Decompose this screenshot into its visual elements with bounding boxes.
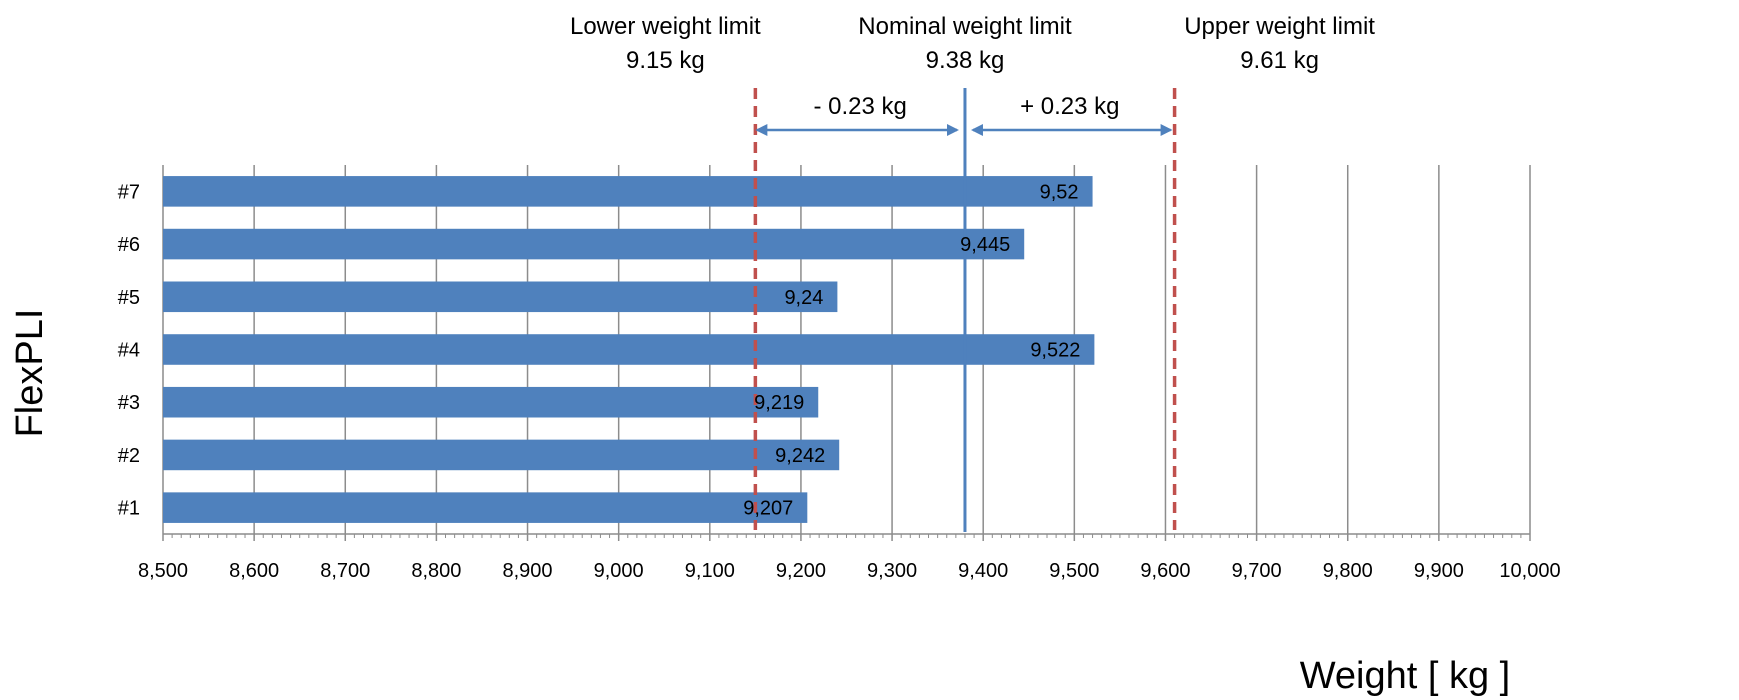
y-category-label: #6: [118, 234, 140, 256]
bar-value-label: 9,445: [960, 234, 1010, 256]
y-category-label: #7: [118, 181, 140, 203]
tolerance-label: - 0.23 kg: [813, 93, 906, 120]
labels: #1 9,207 #2 9,242 #3 9,219 #4 9,522 #5 9,24 #6 9,44…: [118, 13, 1376, 520]
x-tick-label: 9,200: [776, 560, 826, 582]
x-tick-label: 9,700: [1232, 560, 1282, 582]
x-tick-label: 9,400: [958, 560, 1008, 582]
bar: [163, 386, 819, 418]
x-tick-label: 9,000: [594, 560, 644, 582]
x-tick-label: 9,600: [1140, 560, 1190, 582]
bar: [163, 492, 808, 523]
bar-value-label: 9,207: [743, 498, 793, 520]
x-tick-label: 9,500: [1049, 560, 1099, 582]
bar-value-label: 9,219: [754, 392, 804, 414]
bar: [163, 334, 1095, 365]
x-axis: 8,500 8,600 8,700 8,800 8,900 9,000 9,100 9,200…: [138, 533, 1561, 582]
x-tick-label: 9,300: [867, 560, 917, 582]
x-tick-label: 8,500: [138, 560, 188, 582]
bar-value-label: 9,242: [775, 445, 825, 467]
x-tick-label: 9,900: [1414, 560, 1464, 582]
bar-value-label: 9,24: [784, 287, 823, 309]
reference-lines: [753, 88, 1177, 532]
y-axis-title: FlexPLI: [9, 309, 51, 438]
bar: [163, 228, 1025, 260]
y-category-label: #5: [118, 287, 140, 309]
reference-line-name: Upper weight limit: [1184, 13, 1375, 40]
reference-line-name: Lower weight limit: [570, 13, 761, 40]
x-tick-label: 10,000: [1499, 560, 1560, 582]
tolerance-label: + 0.23 kg: [1020, 93, 1119, 120]
y-category-label: #2: [118, 445, 140, 467]
y-category-label: #1: [118, 498, 140, 520]
x-tick-label: 8,900: [503, 560, 553, 582]
x-tick-label: 9,100: [685, 560, 735, 582]
bar: [163, 439, 840, 471]
x-axis-title: Weight [ kg ]: [1300, 655, 1511, 697]
x-tick-label: 8,800: [411, 560, 461, 582]
bar: [163, 176, 1093, 207]
reference-line-name: Nominal weight limit: [858, 13, 1072, 40]
x-tick-label: 9,800: [1323, 560, 1373, 582]
bar: [163, 281, 838, 313]
x-tick-label: 8,600: [229, 560, 279, 582]
bar-value-label: 9,52: [1040, 181, 1079, 203]
reference-line-value: 9.61 kg: [1240, 47, 1319, 74]
reference-line-value: 9.15 kg: [626, 47, 705, 74]
x-tick-label: 8,700: [320, 560, 370, 582]
y-category-label: #4: [118, 340, 140, 362]
bar-value-label: 9,522: [1030, 340, 1080, 362]
y-category-label: #3: [118, 392, 140, 414]
bars: [163, 176, 1095, 523]
reference-line-value: 9.38 kg: [926, 47, 1005, 74]
